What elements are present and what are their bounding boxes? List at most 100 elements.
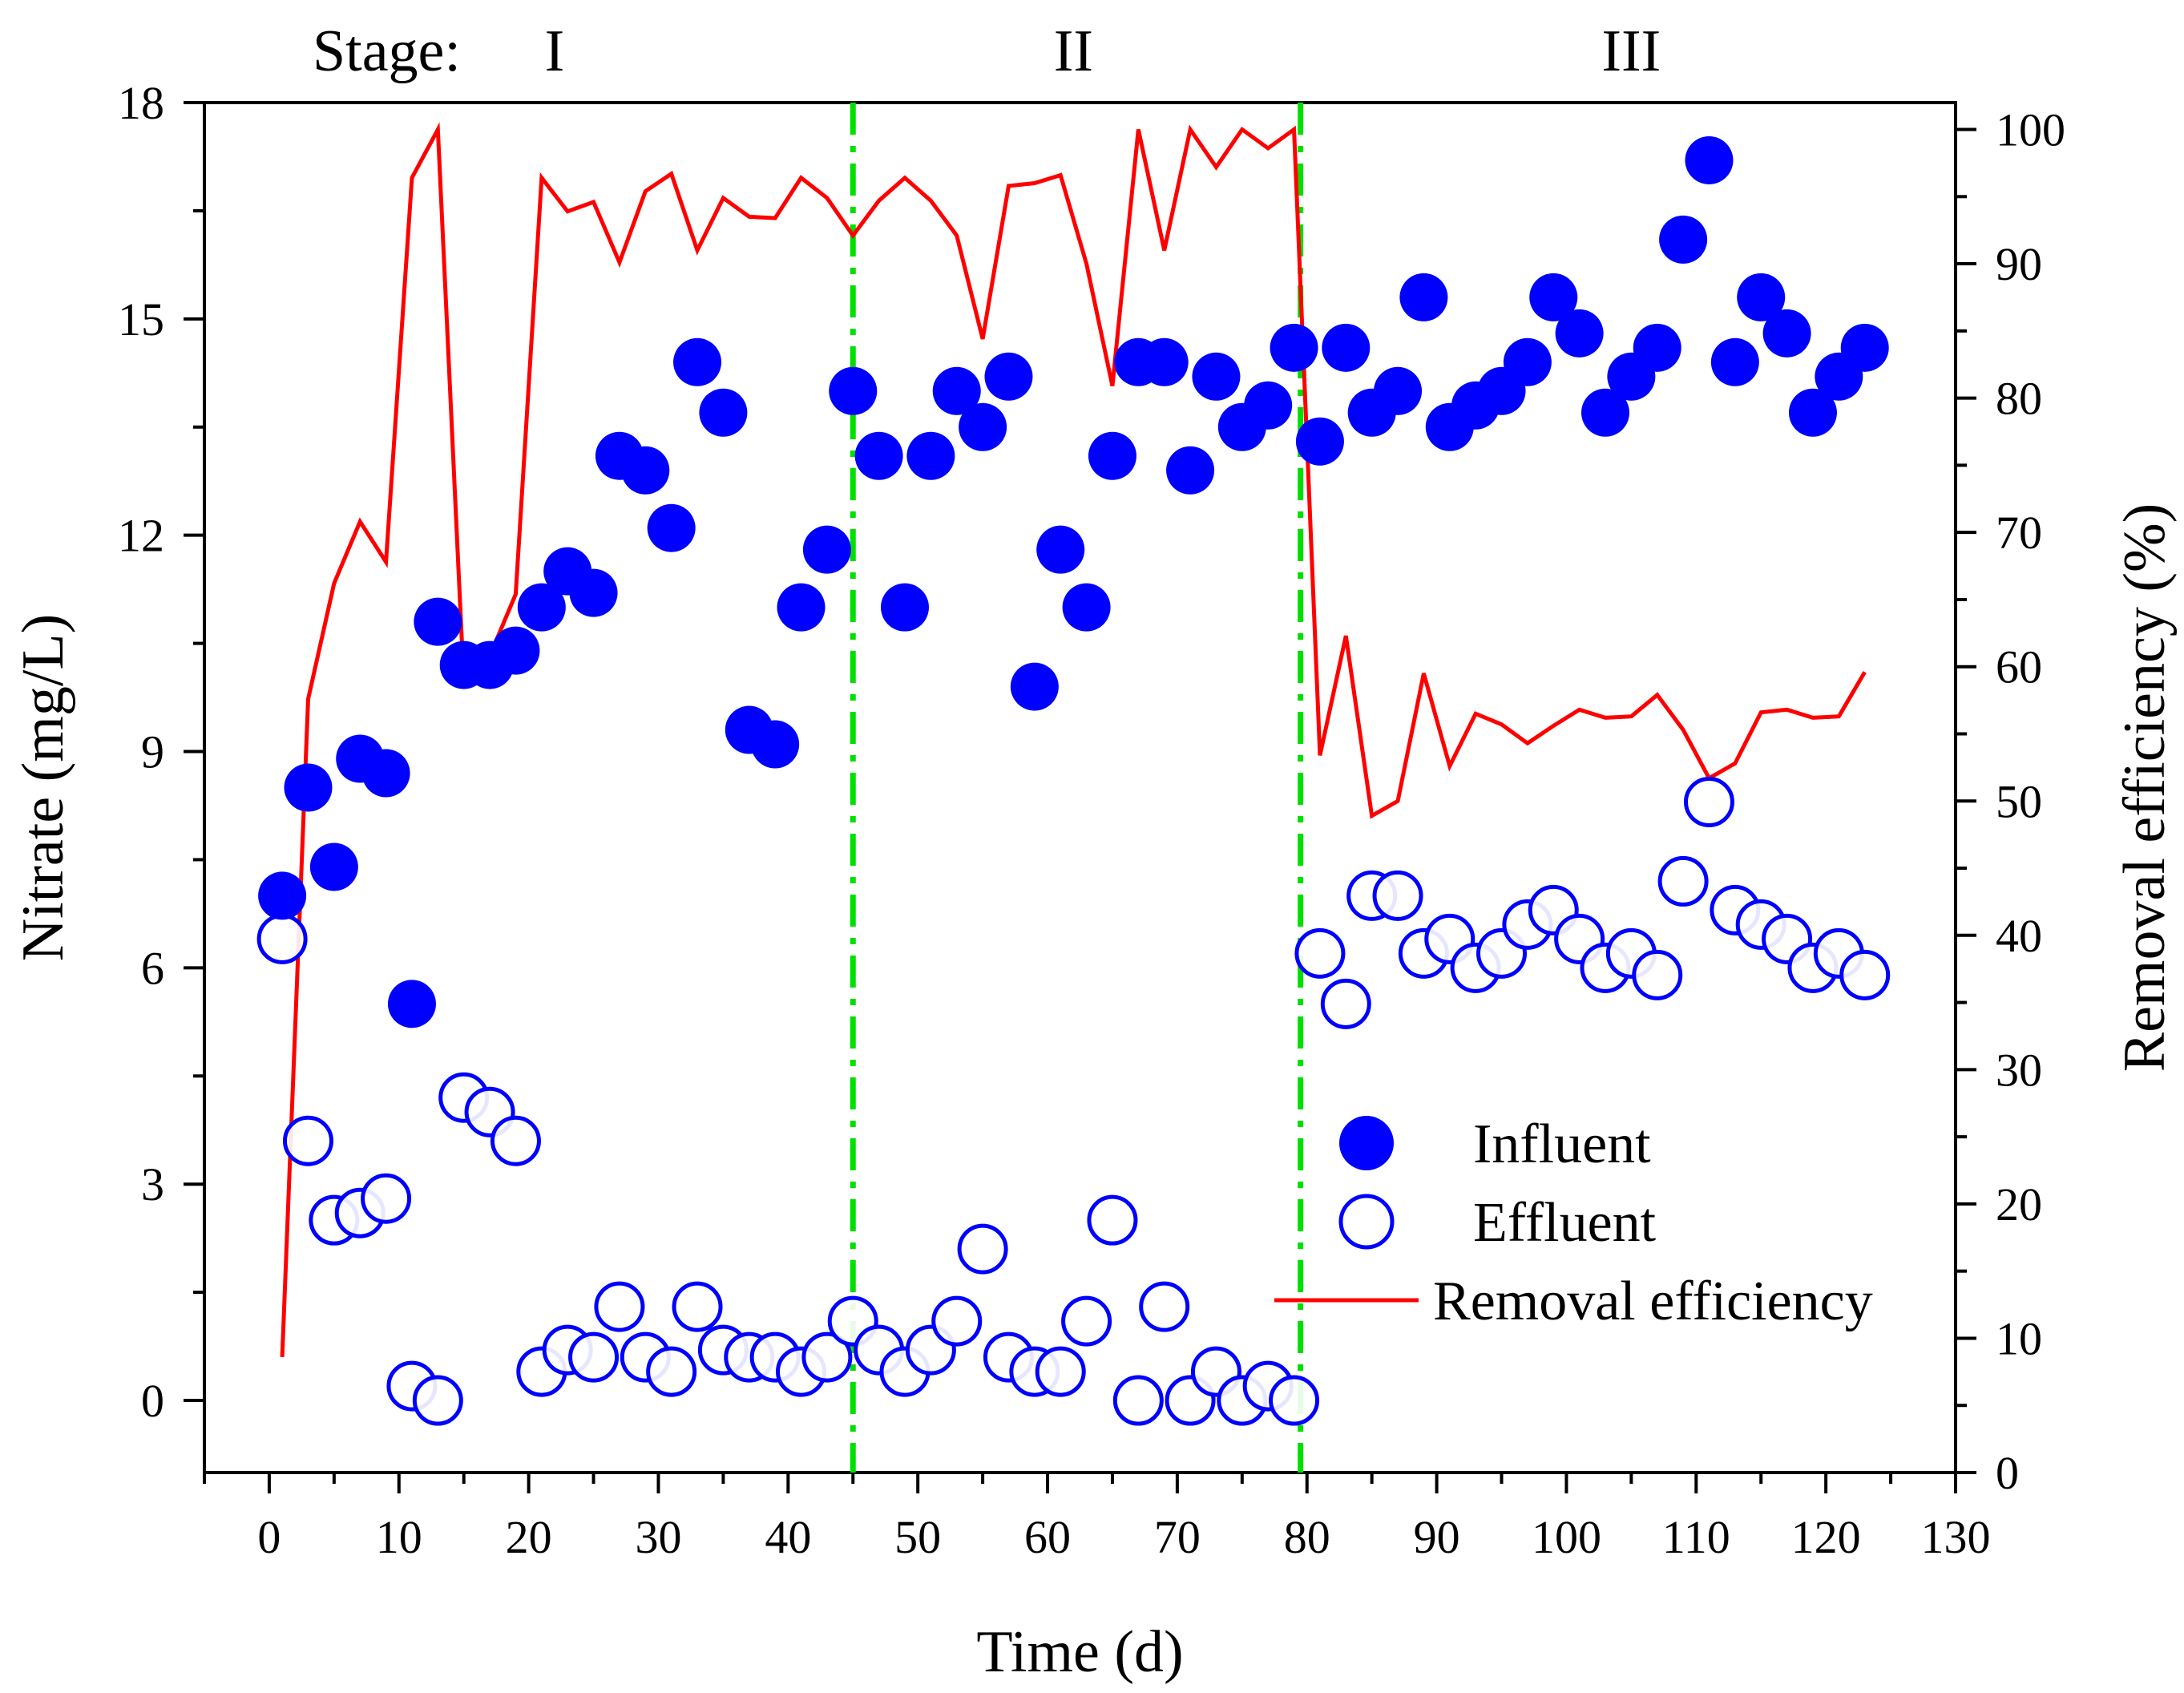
legend-effluent-label: Effluent xyxy=(1473,1192,1657,1254)
influent-point xyxy=(1244,381,1293,430)
y-axis-title: Nitrate (mg/L) xyxy=(10,614,76,962)
effluent-point xyxy=(1035,1346,1086,1397)
removal-efficiency-line xyxy=(280,122,1867,1358)
x-tick-label: 90 xyxy=(1414,1511,1460,1563)
influent-point xyxy=(673,337,722,386)
influent-point xyxy=(1503,337,1552,386)
influent-point xyxy=(1140,337,1189,386)
y2-tick-label: 30 xyxy=(1996,1044,2042,1096)
influent-point xyxy=(854,431,903,480)
effluent-point xyxy=(1372,870,1423,921)
x-tick-label: 70 xyxy=(1154,1511,1201,1563)
effluent-point xyxy=(594,1281,645,1332)
influent-point xyxy=(1399,273,1448,321)
x-tick-label: 60 xyxy=(1024,1511,1071,1563)
influent-point xyxy=(309,842,358,891)
influent-point xyxy=(829,366,878,415)
x-tick-label: 80 xyxy=(1284,1511,1330,1563)
influent-point xyxy=(1737,273,1786,321)
influent-point xyxy=(1270,323,1318,372)
influent-point xyxy=(569,568,618,617)
y2-tick-label: 20 xyxy=(1996,1178,2042,1230)
effluent-point xyxy=(1839,949,1891,1000)
y-tick-label: 6 xyxy=(141,942,164,994)
y2-tick-label: 70 xyxy=(1996,507,2042,559)
influent-point xyxy=(1010,662,1059,711)
influent-point xyxy=(1295,417,1344,466)
stage-label: III xyxy=(1601,18,1661,84)
influent-point xyxy=(881,583,929,632)
legend-influent-marker xyxy=(1339,1116,1394,1170)
x-tick-label: 30 xyxy=(635,1511,681,1563)
effluent-point xyxy=(957,1223,1008,1275)
axis-ticks: 0 10 20 30 40 50 60 70 80 90 100 110 120 130036912151… xyxy=(118,77,2065,1563)
influent-point xyxy=(1659,215,1708,264)
influent-point xyxy=(1685,135,1734,184)
effluent-point xyxy=(490,1115,541,1166)
influent-point xyxy=(1555,309,1604,358)
x-tick-label: 50 xyxy=(894,1511,941,1563)
influent-point xyxy=(984,352,1033,401)
x-tick-label: 130 xyxy=(1921,1511,1991,1563)
effluent-point xyxy=(568,1331,620,1383)
effluent-point xyxy=(412,1375,463,1426)
x-tick-label: 100 xyxy=(1532,1511,1601,1563)
x-axis-title: Time (d) xyxy=(976,1619,1183,1685)
y2-tick-label: 40 xyxy=(1996,910,2042,962)
y-tick-label: 3 xyxy=(141,1158,164,1210)
influent-point xyxy=(751,720,800,769)
effluent-point xyxy=(1112,1375,1164,1426)
effluent-point xyxy=(1320,978,1371,1029)
influent-point xyxy=(1581,388,1629,437)
y2-tick-label: 90 xyxy=(1996,238,2042,290)
influent-point xyxy=(621,446,670,495)
influent-point xyxy=(491,626,540,675)
influent-point xyxy=(361,749,410,798)
influent-point xyxy=(1788,388,1837,437)
y2-tick-label: 10 xyxy=(1996,1312,2042,1364)
effluent-point xyxy=(646,1346,697,1397)
y2-tick-label: 80 xyxy=(1996,373,2042,425)
legend-influent-label: Influent xyxy=(1473,1113,1651,1175)
influent-point xyxy=(1840,323,1889,372)
influent-point xyxy=(1036,525,1085,574)
y-tick-label: 18 xyxy=(118,77,164,129)
effluent-point xyxy=(361,1173,412,1224)
data-series xyxy=(256,122,1891,1426)
legend: Influent Effluent Removal efficiency xyxy=(1274,1113,1873,1332)
x-tick-label: 40 xyxy=(765,1511,811,1563)
effluent-point xyxy=(1632,949,1683,1000)
influent-point xyxy=(932,366,981,415)
effluent-point xyxy=(801,1331,853,1383)
stage-labels: I II III xyxy=(545,18,1661,84)
effluent-point xyxy=(1139,1281,1190,1332)
stage-header-label: Stage: xyxy=(313,18,461,84)
effluent-point xyxy=(1087,1194,1138,1246)
influent-point xyxy=(699,388,748,437)
y-tick-label: 0 xyxy=(141,1375,164,1427)
influent-point xyxy=(414,597,462,646)
influent-point xyxy=(959,402,1007,451)
plot-area-frame xyxy=(203,101,1957,1474)
y2-tick-label: 100 xyxy=(1996,104,2065,156)
x-tick-label: 10 xyxy=(376,1511,422,1563)
influent-point xyxy=(1322,323,1371,372)
y2-tick-label: 60 xyxy=(1996,641,2042,693)
effluent-point xyxy=(282,1115,333,1166)
influent-point xyxy=(1529,273,1578,321)
legend-effluent-marker xyxy=(1338,1194,1395,1250)
influent-point xyxy=(517,583,566,632)
influent-point xyxy=(1166,446,1215,495)
legend-removal-label: Removal efficiency xyxy=(1433,1271,1873,1332)
influent-point xyxy=(1088,431,1136,480)
effluent-point xyxy=(1683,776,1734,827)
x-tick-label: 20 xyxy=(506,1511,552,1563)
x-tick-label: 0 xyxy=(257,1511,281,1563)
effluent-point xyxy=(931,1295,983,1347)
stage-label: II xyxy=(1054,18,1093,84)
effluent-point xyxy=(672,1281,723,1332)
influent-point xyxy=(1192,352,1241,401)
y-tick-label: 15 xyxy=(118,293,164,345)
influent-point xyxy=(1710,337,1759,386)
effluent-point xyxy=(1294,927,1346,979)
